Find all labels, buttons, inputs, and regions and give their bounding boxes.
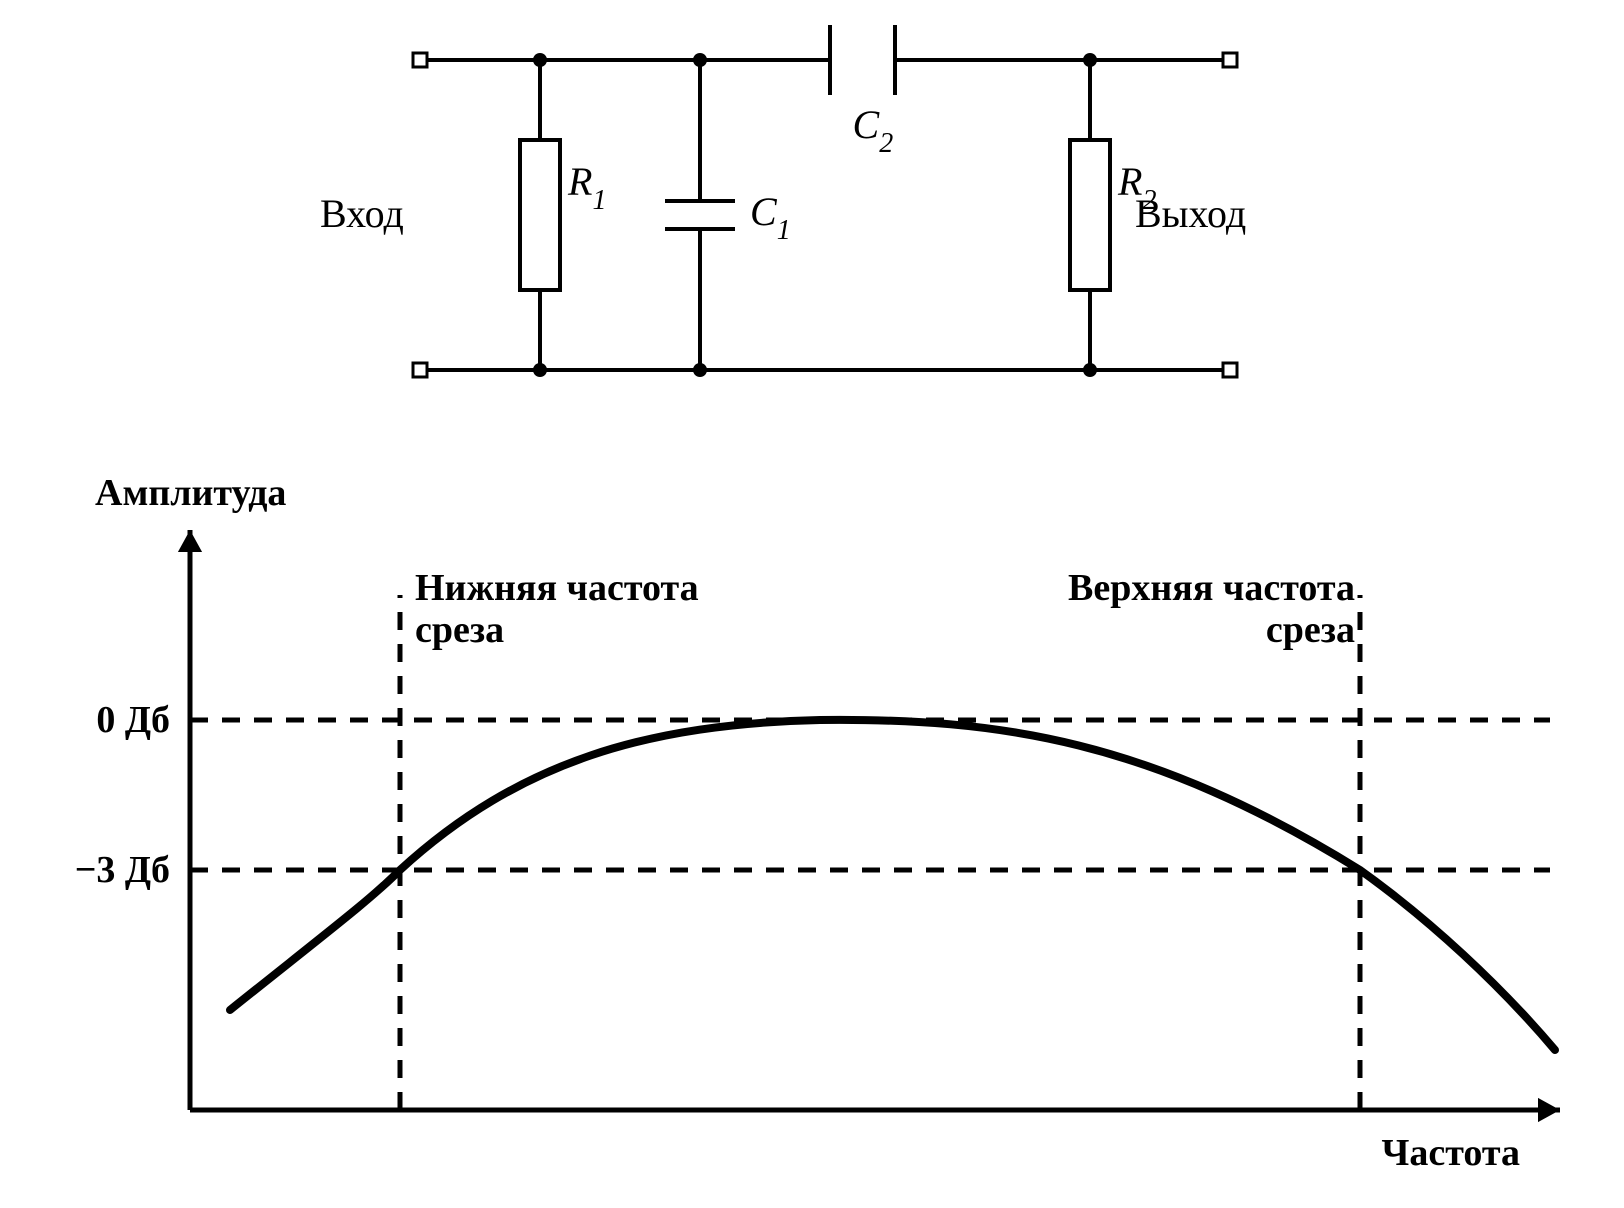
- x-axis-label: Частота: [1381, 1132, 1520, 1174]
- circuit-schematic: ВходВыходR1C1C2R2: [320, 25, 1246, 377]
- component-C2: C2: [853, 102, 894, 159]
- response-curve: [230, 720, 1555, 1050]
- input-label: Вход: [320, 191, 404, 236]
- low-cutoff-label-2: среза: [415, 609, 504, 651]
- resistor-r1: [520, 140, 560, 290]
- component-C1: C1: [750, 189, 791, 246]
- low-cutoff-label-1: Нижняя частота: [415, 567, 699, 609]
- frequency-response-chart: АмплитудаЧастота0 Дб−3 ДбНижняя частотас…: [75, 472, 1560, 1174]
- y-tick-0: 0 Дб: [96, 699, 170, 741]
- resistor-r2: [1070, 140, 1110, 290]
- high-cutoff-label-2: среза: [1266, 609, 1355, 651]
- y-axis-label: Амплитуда: [95, 472, 286, 514]
- y-axis-arrow-icon: [178, 530, 202, 552]
- high-cutoff-label-1: Верхняя частота: [1068, 567, 1355, 609]
- y-tick-1: −3 Дб: [75, 849, 170, 891]
- x-axis-arrow-icon: [1538, 1098, 1560, 1122]
- component-R1: R1: [567, 159, 606, 216]
